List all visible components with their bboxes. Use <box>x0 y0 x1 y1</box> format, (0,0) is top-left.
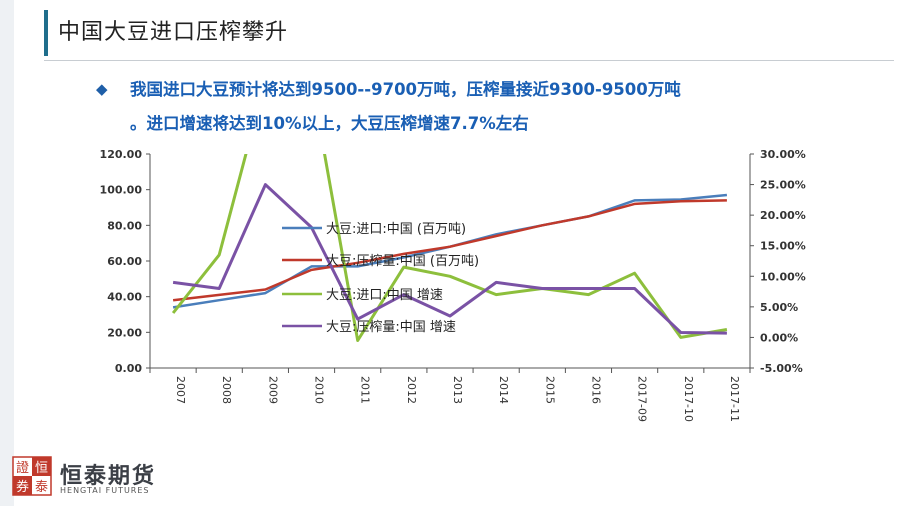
x-tick-label: 2010 <box>313 376 326 404</box>
left-tick-label: 0.00 <box>115 362 142 375</box>
legend-label: 大豆:进口:中国 增速 <box>326 288 443 303</box>
company-logo: 證 恒 券 泰 <box>12 456 52 496</box>
left-tick-label: 20.00 <box>107 326 142 339</box>
left-tick-label: 120.00 <box>100 148 143 161</box>
right-tick-label: 15.00% <box>760 240 806 253</box>
left-tick-label: 40.00 <box>107 291 142 304</box>
right-tick-label: 5.00% <box>760 301 798 314</box>
x-tick-label: 2016 <box>589 376 602 404</box>
x-tick-label: 2014 <box>497 376 510 404</box>
x-tick-label: 2013 <box>451 376 464 404</box>
diamond-bullet-icon: ◆ <box>96 80 108 98</box>
series-line-3 <box>171 154 728 342</box>
right-tick-label: 0.00% <box>760 331 798 344</box>
x-tick-label: 2012 <box>405 376 418 404</box>
bullet-text-line-1: 我国进口大豆预计将达到9500--9700万吨，压榨量接近9300-9500万吨 <box>130 80 681 99</box>
right-tick-label: 25.00% <box>760 179 806 192</box>
x-tick-label: 2015 <box>543 376 556 404</box>
left-edge-bar <box>0 0 14 506</box>
series-line-4 <box>172 183 727 335</box>
right-tick-label: 10.00% <box>760 270 806 283</box>
right-tick-label: -5.00% <box>760 362 803 375</box>
logo-char-3: 券 <box>16 479 29 495</box>
x-tick-label: 2017-09 <box>636 376 649 422</box>
brand-name-english: HENGTAI FUTURES <box>60 486 150 495</box>
x-tick-label: 2009 <box>266 376 279 404</box>
right-tick-label: 20.00% <box>760 209 806 222</box>
chart-container: 0.00 20.00 40.00 60.00 80.00 100.00 120.00 -5.0… <box>60 140 840 438</box>
left-tick-label: 60.00 <box>107 255 142 268</box>
right-tick-label: 30.00% <box>760 148 806 161</box>
logo-char-1: 證 <box>16 460 29 476</box>
x-tick-label: 2011 <box>359 376 372 404</box>
line-chart: 0.00 20.00 40.00 60.00 80.00 100.00 120.00 -5.0… <box>100 148 806 422</box>
legend-label: 大豆:压榨量:中国 (百万吨) <box>326 253 479 269</box>
series-line-2 <box>172 199 727 302</box>
x-tick-label: 2007 <box>174 376 187 404</box>
logo-char-4: 泰 <box>35 480 48 495</box>
brand-name: 恒泰期货 <box>60 464 157 489</box>
x-tick-label: 2017-11 <box>728 376 741 422</box>
left-tick-label: 100.00 <box>100 184 143 197</box>
x-tick-label: 2008 <box>220 376 233 404</box>
series-group <box>171 154 728 342</box>
bullet-text-line-2: 。进口增速将达到10%以上，大豆压榨增速7.7%左右 <box>130 114 529 133</box>
x-tick-label: 2017-10 <box>682 376 695 422</box>
slide-title: 中国大豆进口压榨攀升 <box>58 20 289 45</box>
logo-char-2: 恒 <box>35 461 48 476</box>
legend-label: 大豆:压榨量:中国 增速 <box>326 319 456 335</box>
title-accent-bar <box>44 10 48 56</box>
title-divider <box>44 60 894 61</box>
legend-label: 大豆:进口:中国 (百万吨) <box>326 222 466 237</box>
left-tick-label: 80.00 <box>107 219 142 232</box>
